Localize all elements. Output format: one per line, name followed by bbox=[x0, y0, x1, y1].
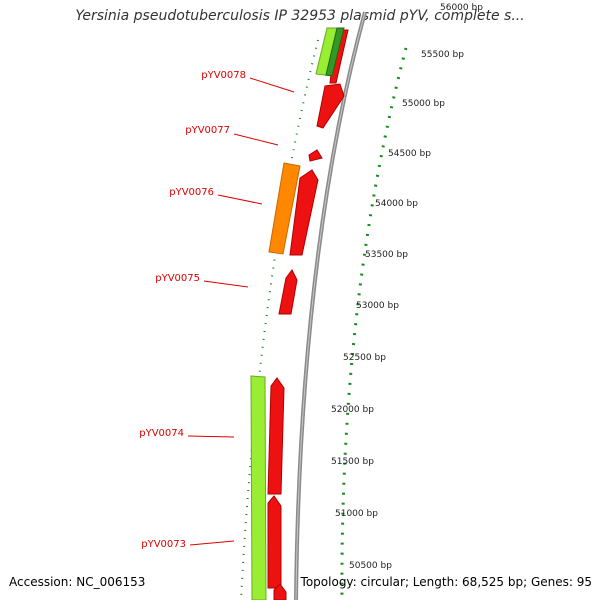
scale-tick-label: 52500 bp bbox=[343, 353, 386, 363]
scale-tick-label: 54000 bp bbox=[375, 199, 418, 209]
scale-tick-label: 53500 bp bbox=[365, 250, 408, 260]
gene-bar[interactable] bbox=[325, 27, 345, 77]
gene-arrow[interactable] bbox=[289, 169, 319, 256]
inner-tick-track bbox=[240, 39, 319, 600]
gene-bar[interactable] bbox=[250, 375, 267, 600]
gene-arrow[interactable] bbox=[316, 83, 345, 129]
gene-arrow[interactable] bbox=[267, 377, 285, 495]
gene-arrow[interactable] bbox=[273, 583, 287, 600]
gene-arrow[interactable] bbox=[278, 269, 298, 315]
scale-tick-label: 50500 bp bbox=[349, 561, 392, 571]
gene-label[interactable]: pYV0077 bbox=[185, 125, 230, 136]
feature-ring bbox=[240, 11, 408, 600]
scale-tick-label: 51500 bp bbox=[331, 457, 374, 467]
scale-tick-label: 53000 bp bbox=[356, 301, 399, 311]
gene-label[interactable]: pYV0076 bbox=[169, 187, 214, 198]
topology-text: Topology: circular; Length: 68,525 bp; G… bbox=[300, 575, 592, 589]
gene-features bbox=[250, 27, 349, 600]
scale-tick-label: 51000 bp bbox=[335, 509, 378, 519]
scale-labels: 50500 bp 51000 bp 51500 bp 52000 bp 52500 bp… bbox=[331, 3, 483, 571]
map-title: Yersinia pseudotuberculosis IP 32953 pla… bbox=[75, 8, 525, 24]
gene-arrow[interactable] bbox=[308, 149, 323, 162]
gene-label[interactable]: pYV0078 bbox=[201, 70, 246, 81]
gene-label-leader bbox=[189, 540, 235, 546]
gene-label-leader bbox=[217, 194, 263, 205]
accession-text: Accession: NC_006153 bbox=[9, 575, 146, 589]
scale-tick-label: 55000 bp bbox=[402, 99, 445, 109]
gene-label-leader bbox=[233, 133, 279, 146]
gene-label-leader bbox=[203, 280, 249, 288]
scale-tick-label: 55500 bp bbox=[421, 50, 464, 60]
gene-arrow[interactable] bbox=[267, 495, 282, 589]
gene-label[interactable]: pYV0073 bbox=[141, 539, 186, 550]
scale-tick-label: 56000 bp bbox=[440, 3, 483, 13]
scale-tick-label: 52000 bp bbox=[331, 405, 374, 415]
backbone-arc-inner bbox=[295, 11, 366, 600]
gene-labels: pYV0078 pYV0077 pYV0076 pYV0075 pYV0074 pYV00… bbox=[139, 70, 295, 550]
gene-label-leader bbox=[187, 435, 235, 438]
gene-label[interactable]: pYV0075 bbox=[155, 273, 200, 284]
scale-tick-label: 54500 bp bbox=[388, 149, 431, 159]
gene-label-leader bbox=[249, 77, 295, 93]
gene-label[interactable]: pYV0074 bbox=[139, 428, 184, 439]
gene-bar-orange[interactable] bbox=[268, 162, 301, 255]
